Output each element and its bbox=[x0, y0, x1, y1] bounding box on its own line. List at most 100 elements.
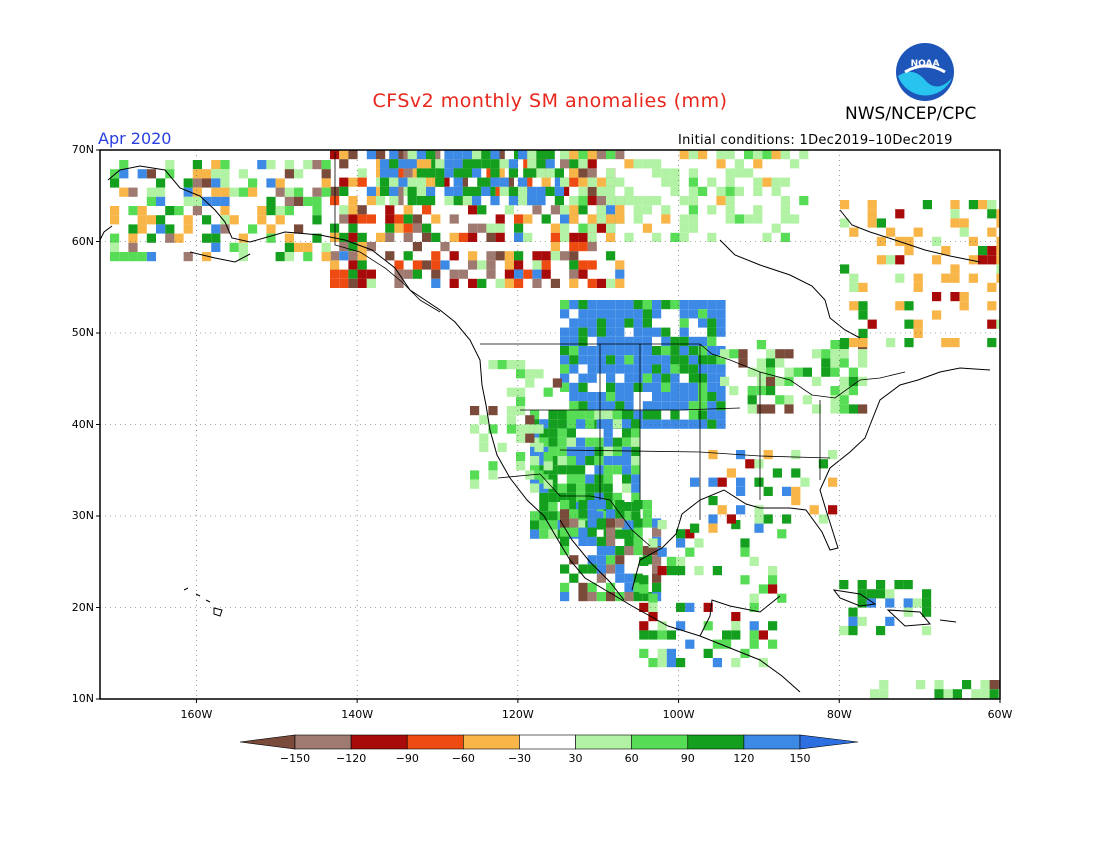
anomaly-cell bbox=[980, 698, 990, 699]
valid-month-label: Apr 2020 bbox=[98, 129, 172, 148]
anomaly-cell bbox=[670, 177, 680, 187]
anomaly-cell bbox=[490, 177, 500, 187]
anomaly-cell bbox=[550, 232, 560, 242]
anomaly-cell bbox=[545, 168, 555, 178]
anomaly-cell bbox=[596, 177, 606, 187]
anomaly-cell bbox=[523, 214, 533, 224]
anomaly-cell bbox=[321, 187, 331, 197]
anomaly-cell bbox=[479, 415, 489, 425]
anomaly-cell bbox=[548, 465, 558, 475]
anomaly-cell bbox=[527, 196, 537, 206]
anomaly-cell bbox=[376, 232, 386, 242]
anomaly-cell bbox=[698, 392, 708, 402]
anomaly-cell bbox=[534, 369, 544, 379]
anomaly-cell bbox=[708, 450, 718, 460]
anomaly-cell bbox=[766, 376, 776, 386]
anomaly-cell bbox=[596, 327, 606, 337]
anomaly-cell bbox=[508, 196, 518, 206]
anomaly-cell bbox=[606, 582, 616, 592]
anomaly-cell bbox=[596, 214, 606, 224]
anomaly-cell bbox=[615, 364, 625, 374]
anomaly-cell bbox=[624, 300, 634, 310]
anomaly-cell bbox=[530, 410, 540, 420]
anomaly-cell bbox=[516, 396, 526, 406]
anomaly-cell bbox=[527, 159, 537, 169]
anomaly-cell bbox=[685, 639, 695, 649]
anomaly-cell bbox=[394, 196, 404, 206]
anomaly-cell bbox=[716, 150, 726, 160]
anomaly-cell bbox=[303, 160, 313, 170]
anomaly-cell bbox=[238, 233, 248, 243]
anomaly-cell bbox=[543, 479, 553, 489]
anomaly-cell bbox=[791, 496, 801, 506]
anomaly-cell bbox=[389, 177, 399, 187]
anomaly-cell bbox=[615, 269, 625, 279]
anomaly-cell bbox=[642, 500, 652, 510]
anomaly-cell bbox=[784, 349, 794, 359]
anomaly-cell bbox=[514, 251, 524, 261]
anomaly-cell bbox=[830, 358, 840, 368]
noaa-logo: NOAA bbox=[896, 43, 954, 101]
anomaly-cell bbox=[858, 282, 868, 292]
anomaly-cell bbox=[624, 582, 634, 592]
anomaly-cell bbox=[516, 360, 526, 370]
anomaly-cell bbox=[416, 196, 426, 206]
anomaly-cell bbox=[775, 376, 785, 386]
anomaly-cell bbox=[284, 233, 294, 243]
lon-tick-label: 80W bbox=[826, 708, 852, 721]
anomaly-cell bbox=[536, 168, 546, 178]
anomaly-cell bbox=[652, 327, 662, 337]
anomaly-cell bbox=[596, 346, 606, 356]
anomaly-cell bbox=[688, 382, 698, 392]
chart-title: CFSv2 monthly SM anomalies (mm) bbox=[372, 90, 728, 112]
anomaly-cell bbox=[470, 406, 480, 416]
anomaly-cell bbox=[416, 168, 426, 178]
anomaly-cell bbox=[661, 336, 671, 346]
anomaly-cell bbox=[603, 410, 613, 420]
anomaly-cell bbox=[780, 232, 790, 242]
borders bbox=[334, 152, 906, 547]
anomaly-cell bbox=[950, 200, 960, 210]
anomaly-cell bbox=[922, 200, 932, 210]
anomaly-cell bbox=[661, 300, 671, 310]
anomaly-cell bbox=[348, 269, 358, 279]
anomaly-cell bbox=[725, 214, 735, 224]
anomaly-cell bbox=[412, 214, 422, 224]
anomaly-cell bbox=[747, 404, 757, 414]
anomaly-cell bbox=[771, 177, 781, 187]
anomaly-cell bbox=[119, 187, 129, 197]
colorbar-tick-label: 30 bbox=[568, 752, 583, 765]
anomaly-cell bbox=[539, 419, 549, 429]
anomaly-cell bbox=[612, 492, 622, 502]
colorbar-segment bbox=[406, 734, 464, 750]
anomaly-cell bbox=[791, 450, 801, 460]
anomaly-cell bbox=[652, 582, 662, 592]
anomaly-cell bbox=[622, 511, 632, 521]
anomaly-cell bbox=[622, 410, 632, 420]
anomaly-cell bbox=[633, 355, 643, 365]
anomaly-cell bbox=[220, 169, 230, 179]
anomaly-cell bbox=[407, 196, 417, 206]
anomaly-cell bbox=[744, 150, 754, 160]
anomaly-cell bbox=[554, 168, 564, 178]
anomaly-cell bbox=[578, 392, 588, 402]
anomaly-cell bbox=[642, 592, 652, 602]
anomaly-cell bbox=[596, 564, 606, 574]
anomaly-cell bbox=[633, 300, 643, 310]
anomaly-cell bbox=[744, 168, 754, 178]
anomaly-cell bbox=[749, 593, 759, 603]
anomaly-cell bbox=[840, 218, 850, 228]
anomaly-cell bbox=[866, 589, 876, 599]
anomaly-cell bbox=[248, 224, 258, 234]
anomaly-cell bbox=[703, 648, 713, 658]
anomaly-cell bbox=[394, 223, 404, 233]
anomaly-cell bbox=[821, 349, 831, 359]
anomaly-cell bbox=[472, 186, 482, 196]
anomaly-cell bbox=[525, 424, 535, 434]
anomaly-cell bbox=[560, 309, 570, 319]
anomaly-cell bbox=[959, 292, 969, 302]
anomaly-cell bbox=[165, 224, 175, 234]
anomaly-cell bbox=[504, 205, 514, 215]
anomaly-cell bbox=[357, 260, 367, 270]
